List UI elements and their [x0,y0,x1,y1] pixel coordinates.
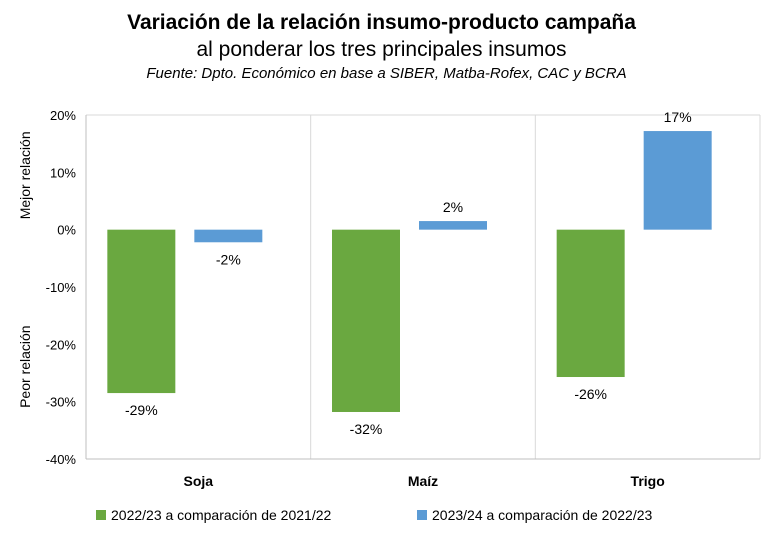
bar [556,229,625,378]
data-label: 17% [664,109,692,125]
y-tick-label: -20% [46,337,77,352]
bar [419,221,487,230]
title-block: Variación de la relación insumo-producto… [0,10,783,85]
legend-label: 2022/23 a comparación de 2021/22 [111,507,331,523]
data-label: -32% [350,421,383,437]
legend-swatch [96,510,106,520]
x-tick-label: Trigo [631,473,665,489]
y-tick-label: -40% [46,452,77,467]
y-tick-label: 20% [50,108,76,123]
data-label: -29% [125,402,158,418]
label-layer: -29% -32% -26% -2% 2% 17% [125,109,692,437]
legend-layer: 2022/23 a comparación de 2021/22 2023/24 … [96,507,652,523]
data-label: -2% [216,251,241,267]
bar-layer [107,131,712,412]
y-tick-label: -30% [46,395,77,410]
x-tick-label: Soja [184,473,214,489]
chart-source: Fuente: Dpto. Económico en base a SIBER,… [146,65,627,82]
legend-swatch [417,510,427,520]
chart-title: Variación de la relación insumo-producto… [127,11,636,34]
bar [194,229,263,243]
data-label: -26% [574,386,607,402]
axis-layer: 20% 10% 0% -10% -20% -30% -40% Mejor relación Pe… [17,108,760,489]
chart-subtitle: al ponderar los tres principales insumos [196,38,567,61]
data-label: 2% [443,199,463,215]
legend-label: 2023/24 a comparación de 2022/23 [432,507,652,523]
y-tick-label: 10% [50,165,76,180]
y-axis-label-bottom: Peor relación [17,325,33,408]
x-tick-label: Maíz [408,473,438,489]
bar [107,229,176,394]
y-tick-label: 0% [57,223,76,238]
bar [332,229,400,412]
y-axis-label-top: Mejor relación [17,131,33,219]
bar [643,131,712,230]
y-tick-label: -10% [46,280,77,295]
